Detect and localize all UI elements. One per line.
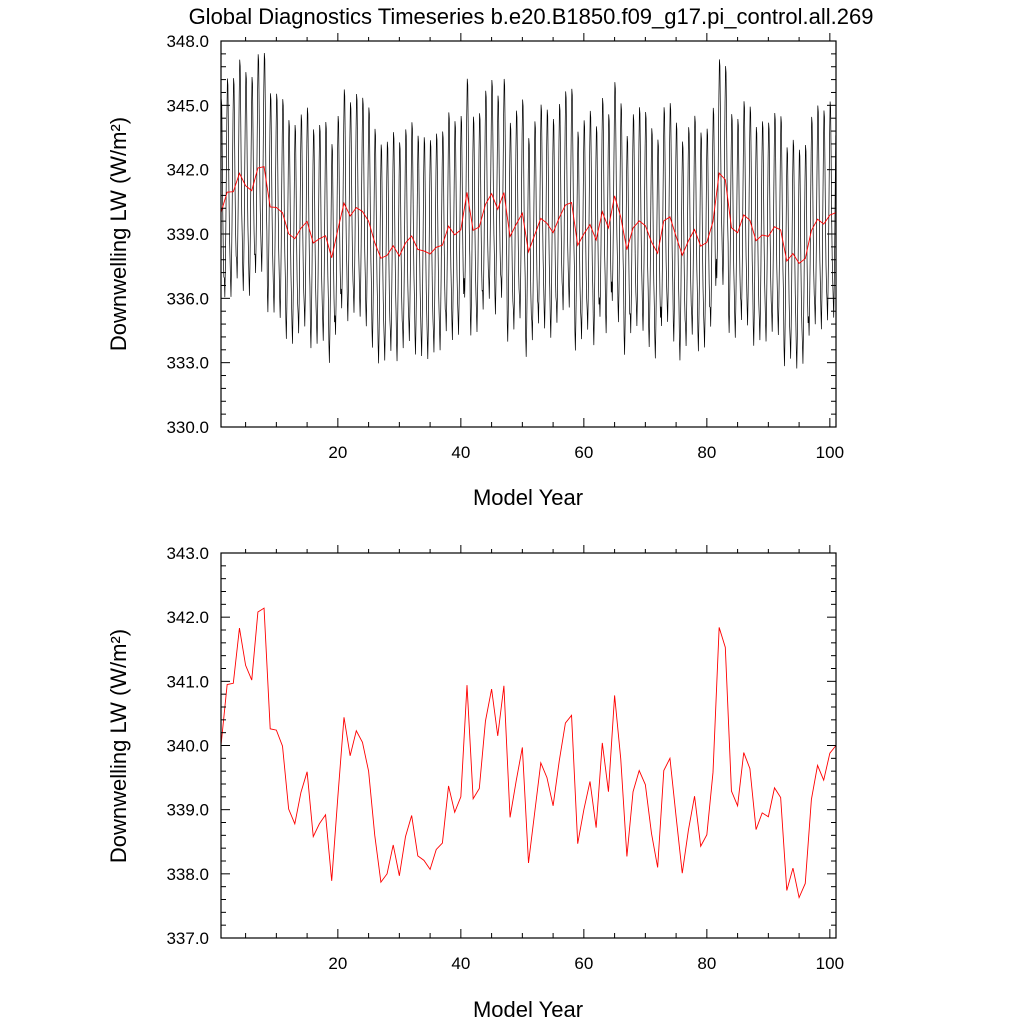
bottom-y-tick-label: 337.0: [166, 929, 209, 948]
bottom-panel: 337.0 338.0 339.0 340.0 341.0 342.0 343.0 20 40 6…: [106, 544, 844, 1022]
top-x-tick-label: 20: [328, 443, 347, 462]
top-y-tick-label: 330.0: [166, 418, 209, 437]
bottom-y-axis-label: Downwelling LW (W/m²): [106, 629, 131, 863]
bottom-x-tick-label: 60: [574, 954, 593, 973]
top-panel: 330.0 333.0 336.0 339.0 342.0 345.0 348.0 20 40 6…: [106, 32, 844, 510]
bottom-annual-mean-series-line: [220, 607, 837, 900]
top-y-axis-label: Downwelling LW (W/m²): [106, 117, 131, 351]
bottom-plot-frame: [220, 552, 837, 939]
top-x-tick-label: 40: [451, 443, 470, 462]
top-y-tick-label: 336.0: [166, 289, 209, 308]
top-y-tick-label: 345.0: [166, 96, 209, 115]
top-monthly-series-line: [220, 52, 837, 369]
top-panel-ticks: 330.0 333.0 336.0 339.0 342.0 345.0 348.0 20 40 6…: [166, 32, 844, 462]
top-y-tick-label: 339.0: [166, 225, 209, 244]
top-plot-frame: [220, 40, 837, 428]
top-x-tick-label: 60: [574, 443, 593, 462]
bottom-y-tick-label: 343.0: [166, 544, 209, 563]
figure-title: Global Diagnostics Timeseries b.e20.B185…: [189, 4, 874, 29]
bottom-panel-marks: [220, 607, 837, 900]
bottom-x-tick-label: 20: [328, 954, 347, 973]
bottom-panel-ticks: 337.0 338.0 339.0 340.0 341.0 342.0 343.0 20 40 6…: [166, 544, 844, 973]
top-y-tick-label: 342.0: [166, 161, 209, 180]
top-panel-marks: [220, 52, 837, 369]
top-annual-mean-series-line: [220, 166, 837, 265]
bottom-y-tick-label: 340.0: [166, 737, 209, 756]
bottom-y-tick-label: 339.0: [166, 801, 209, 820]
top-y-tick-label: 333.0: [166, 354, 209, 373]
bottom-x-tick-label: 40: [451, 954, 470, 973]
top-x-axis-label: Model Year: [473, 485, 583, 510]
bottom-y-tick-label: 338.0: [166, 865, 209, 884]
top-y-tick-label: 348.0: [166, 32, 209, 51]
top-x-tick-label: 100: [816, 443, 844, 462]
bottom-y-tick-label: 341.0: [166, 672, 209, 691]
bottom-y-tick-label: 342.0: [166, 608, 209, 627]
bottom-x-tick-label: 100: [816, 954, 844, 973]
bottom-x-tick-label: 80: [697, 954, 716, 973]
bottom-x-axis-label: Model Year: [473, 997, 583, 1022]
top-x-tick-label: 80: [697, 443, 716, 462]
